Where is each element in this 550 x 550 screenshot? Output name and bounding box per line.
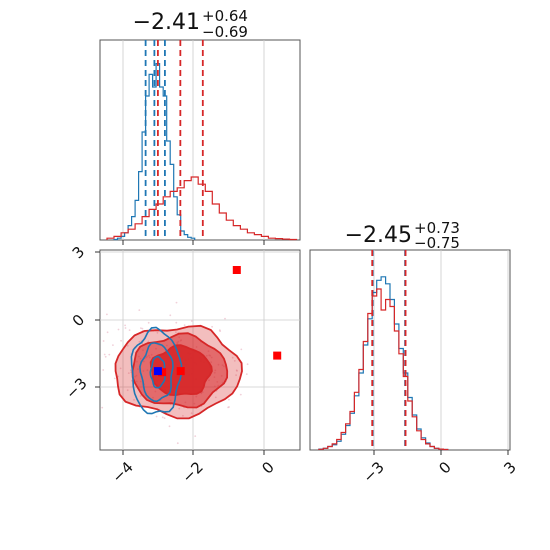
histogram-frame [99, 39, 301, 241]
marker-group [153, 266, 282, 377]
sample-point [224, 317, 226, 320]
sample-point [169, 314, 172, 317]
sample-point [156, 331, 159, 334]
sample-point [113, 377, 116, 380]
sample-point [233, 360, 236, 362]
sample-point [141, 342, 144, 345]
marginal-histogram-param2: −3 0 3 −2.45 +0.73 −0.75 [309, 219, 520, 486]
sample-point [147, 340, 150, 343]
sample-point [175, 321, 178, 324]
sample-point [133, 399, 135, 401]
sample-point [140, 327, 142, 329]
sample-point [112, 344, 114, 346]
sample-point [124, 327, 127, 329]
marginal-histogram-param1: −2.41 +0.64 −0.69 [99, 7, 301, 245]
sample-point [119, 367, 122, 370]
histogram-line-1 [106, 176, 298, 241]
sample-point [138, 340, 141, 343]
sample-point [126, 389, 129, 392]
sample-point [182, 414, 184, 417]
sample-point [183, 324, 186, 326]
lower-error-label-2: −0.75 [414, 234, 460, 252]
sample-point [228, 406, 230, 408]
sample-point [103, 353, 106, 356]
sample-point [211, 325, 214, 328]
sample-point [246, 363, 249, 366]
sample-point [108, 353, 111, 356]
blue-contour-level [149, 355, 166, 389]
sample-point [175, 301, 178, 304]
sample-point [190, 320, 193, 322]
median-label-1: −2.41 [133, 10, 200, 35]
x-tick-label: 0 [435, 458, 454, 477]
blue-contour-level [139, 342, 174, 403]
sample-point [101, 406, 104, 409]
sample-point [117, 328, 120, 331]
sample-point [168, 425, 171, 428]
sample-point [128, 329, 131, 331]
red-square-marker [232, 266, 241, 274]
x-tick-label: −4 [108, 458, 136, 486]
sample-point [231, 356, 234, 359]
sample-point [235, 374, 238, 376]
joint-distribution-panel: −4 −2 0 3 0 −3 [62, 243, 301, 486]
x-tick-label: 3 [500, 458, 519, 477]
histogram-line-0 [318, 276, 449, 451]
sample-point [218, 329, 221, 331]
x-tick-label: −3 [359, 458, 387, 486]
sample-point [141, 327, 144, 330]
lower-error-label-1: −0.69 [202, 23, 248, 41]
red-square-marker [176, 367, 185, 376]
upper-error-label-2: +0.73 [414, 219, 460, 237]
sample-point [127, 372, 130, 374]
sample-point [239, 393, 242, 396]
sample-point [161, 416, 164, 419]
y-tick-label: 0 [69, 311, 88, 330]
red-square-marker [273, 351, 282, 360]
sample-point [240, 348, 243, 351]
blue-contours [130, 326, 183, 415]
sample-point [106, 313, 108, 316]
sample-point [106, 331, 109, 334]
sample-point [245, 373, 248, 375]
x-tick-label: −2 [178, 458, 206, 486]
sample-point [102, 340, 105, 342]
sample-point [175, 331, 177, 334]
histogram-series-group [318, 250, 449, 451]
sample-point [155, 415, 158, 418]
sample-point [163, 417, 166, 419]
x-tick-label: 0 [258, 458, 277, 477]
sample-point [176, 442, 179, 445]
joint-frame [99, 249, 301, 451]
histogram-frame [309, 249, 511, 451]
sample-point [102, 369, 105, 371]
y-tick-label: −3 [62, 374, 90, 402]
sample-point [139, 395, 142, 397]
blue-square-marker [153, 367, 162, 376]
sample-point [194, 435, 197, 437]
sample-point [138, 309, 141, 311]
sample-point [104, 355, 107, 358]
sample-point [214, 396, 217, 399]
histogram-series-group [106, 40, 298, 241]
sample-point [178, 407, 181, 410]
sample-point [147, 321, 150, 324]
sample-point [130, 369, 132, 372]
sample-point [120, 339, 122, 342]
red-square-marker [158, 368, 167, 377]
upper-error-label-1: +0.64 [202, 7, 248, 25]
y-tick-label: 3 [69, 243, 88, 262]
median-label-2: −2.45 [345, 223, 412, 248]
blue-contour-level [130, 326, 183, 415]
sample-point [235, 369, 238, 372]
sample-point [124, 324, 126, 327]
sample-point [190, 412, 193, 415]
histogram-line-1 [318, 288, 449, 451]
sample-point [126, 344, 129, 347]
sample-point [228, 398, 230, 401]
